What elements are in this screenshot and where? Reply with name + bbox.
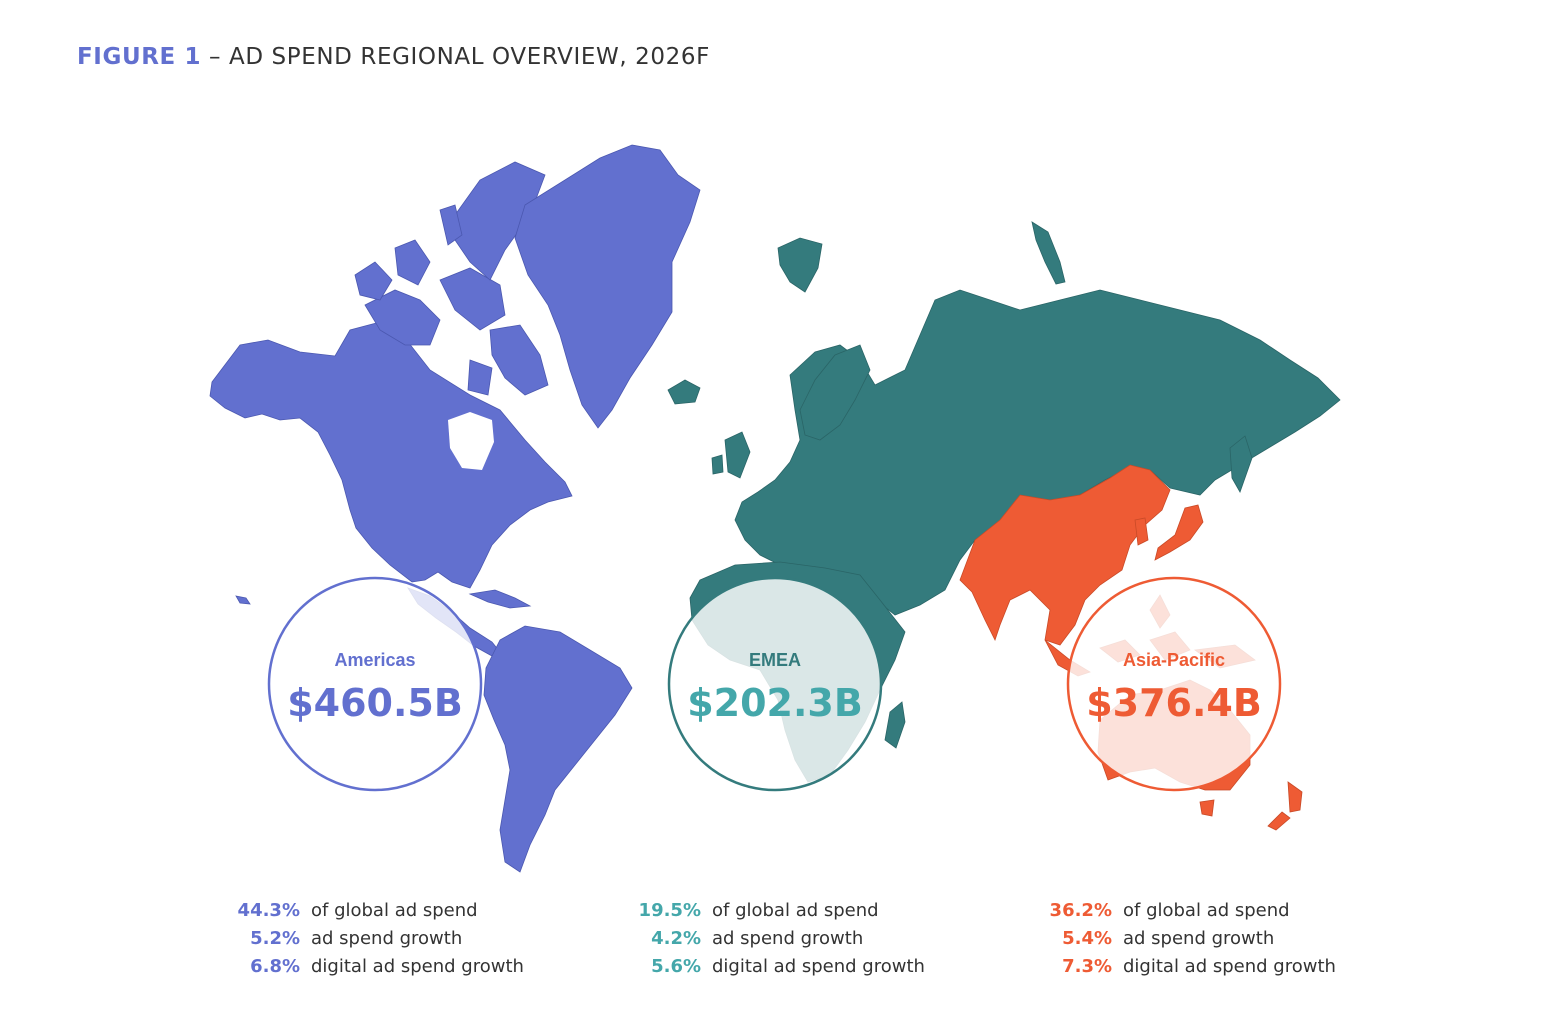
stat-value: 4.2% — [651, 928, 701, 949]
stat-row: 5.2% ad spend growth — [225, 925, 524, 953]
americas-callout: Americas $460.5B — [267, 576, 483, 792]
asia-pacific-label: Asia-Pacific — [1123, 650, 1225, 670]
stat-label: of global ad spend — [712, 900, 879, 921]
stat-label: digital ad spend growth — [311, 956, 524, 977]
stat-row: 7.3% digital ad spend growth — [1037, 953, 1336, 981]
americas-value: $460.5B — [287, 681, 463, 725]
stat-value: 5.2% — [250, 928, 300, 949]
emea-value: $202.3B — [687, 681, 863, 725]
figure-label: FIGURE 1 — [77, 44, 202, 70]
stat-value: 36.2% — [1049, 900, 1112, 921]
stat-label: digital ad spend growth — [1123, 956, 1336, 977]
stat-row: 5.4% ad spend growth — [1037, 925, 1336, 953]
americas-region — [209, 144, 701, 873]
stat-row: 5.6% digital ad spend growth — [626, 953, 925, 981]
asia-pacific-stats: 36.2% of global ad spend 5.4% ad spend gro… — [1037, 897, 1336, 981]
stat-label: ad spend growth — [1123, 928, 1275, 949]
figure-title-text: – AD SPEND REGIONAL OVERVIEW, 2026F — [201, 44, 710, 70]
stat-label: ad spend growth — [311, 928, 463, 949]
stat-value: 19.5% — [638, 900, 701, 921]
americas-stats: 44.3% of global ad spend 5.2% ad spend gro… — [225, 897, 524, 981]
stat-label: digital ad spend growth — [712, 956, 925, 977]
stat-row: 36.2% of global ad spend — [1037, 897, 1336, 925]
stat-row: 6.8% digital ad spend growth — [225, 953, 524, 981]
stat-value: 44.3% — [237, 900, 300, 921]
stat-label: ad spend growth — [712, 928, 864, 949]
stat-row: 19.5% of global ad spend — [626, 897, 925, 925]
asia-pacific-value: $376.4B — [1086, 681, 1262, 725]
stat-label: of global ad spend — [1123, 900, 1290, 921]
stat-value: 5.4% — [1062, 928, 1112, 949]
stat-value: 7.3% — [1062, 956, 1112, 977]
stat-row: 4.2% ad spend growth — [626, 925, 925, 953]
americas-circle — [267, 576, 483, 792]
stat-value: 5.6% — [651, 956, 701, 977]
asia-pacific-callout: Asia-Pacific $376.4B — [1066, 576, 1282, 792]
stat-value: 6.8% — [250, 956, 300, 977]
stat-label: of global ad spend — [311, 900, 478, 921]
figure-title: FIGURE 1 – AD SPEND REGIONAL OVERVIEW, 2… — [77, 44, 710, 70]
emea-label: EMEA — [749, 650, 801, 670]
stat-row: 44.3% of global ad spend — [225, 897, 524, 925]
americas-label: Americas — [334, 650, 415, 670]
asia-pacific-circle — [1066, 576, 1282, 792]
emea-circle — [667, 576, 883, 792]
emea-callout: EMEA $202.3B — [667, 576, 883, 792]
emea-stats: 19.5% of global ad spend 4.2% ad spend gro… — [626, 897, 925, 981]
